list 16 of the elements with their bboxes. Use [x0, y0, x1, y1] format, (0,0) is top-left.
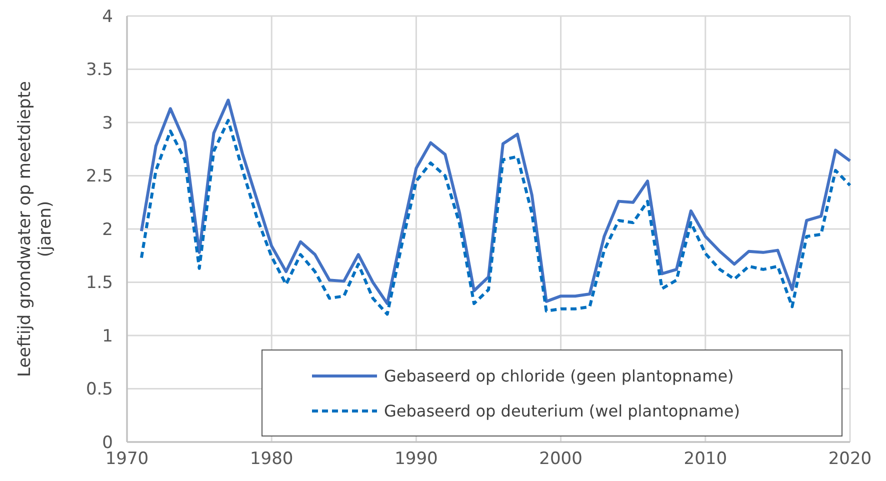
legend-label: Gebaseerd op chloride (geen plantopname)	[384, 366, 734, 386]
x-tick-label: 1980	[250, 449, 294, 469]
y-tick-label: 4	[102, 6, 113, 27]
x-tick-label: 2000	[539, 449, 582, 469]
x-tick-label: 2020	[828, 449, 872, 469]
y-tick-label: 0.5	[86, 380, 113, 400]
x-tick-label: 1990	[394, 449, 438, 469]
x-tick-label: 2010	[684, 449, 728, 469]
y-tick-label: 2	[102, 220, 113, 240]
y-tick-label: 2.5	[86, 166, 113, 187]
y-tick-label: 3.5	[86, 60, 113, 80]
y-tick-label: 3	[102, 113, 113, 134]
y-tick-label: 1	[102, 326, 113, 346]
legend-label: Gebaseerd op deuterium (wel plantopname)	[384, 402, 740, 421]
y-axis-title: Leeftijd grondwater op meetdiepte (jaren)	[15, 81, 56, 377]
y-tick-label: 1.5	[86, 273, 113, 294]
